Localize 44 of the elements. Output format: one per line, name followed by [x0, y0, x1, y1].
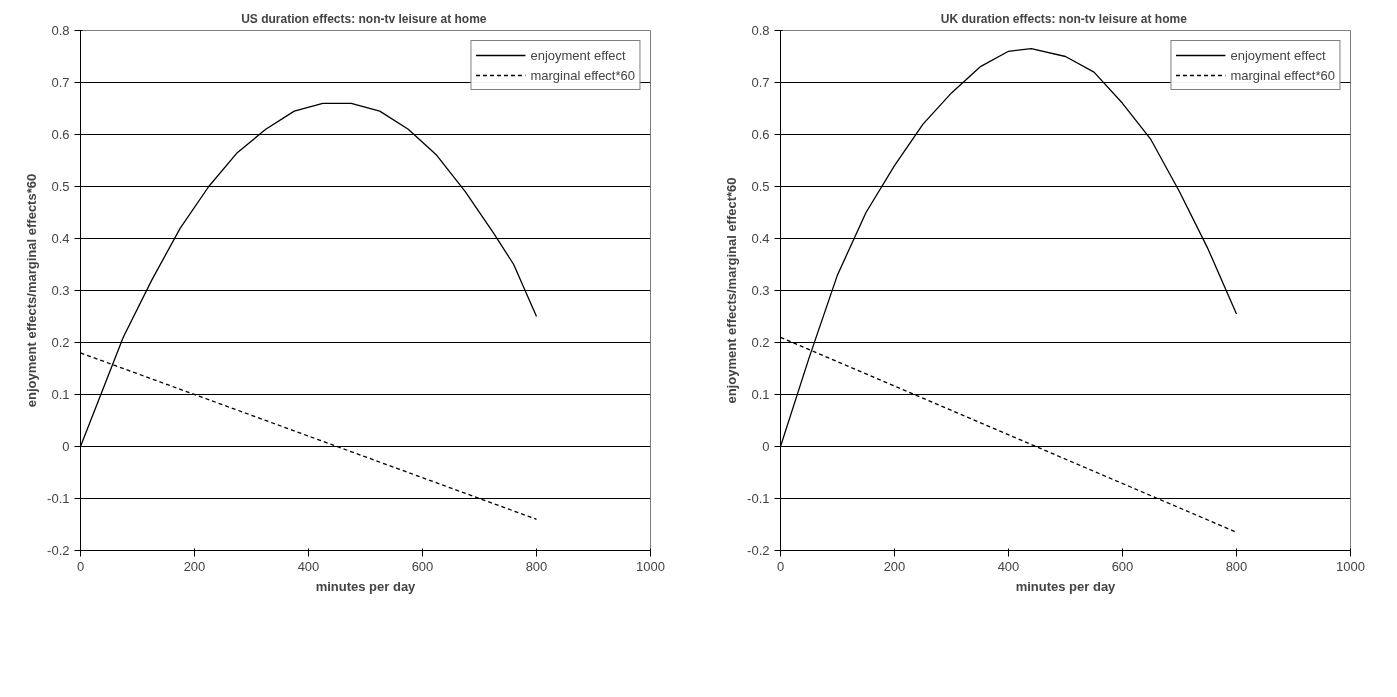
legend-label: enjoyment effect: [530, 47, 626, 63]
y-tick-label: 0.3: [751, 283, 770, 298]
x-tick-label: 600: [411, 558, 434, 574]
x-axis-title: minutes per day: [315, 578, 417, 594]
y-tick-label: 0.7: [51, 75, 70, 90]
y-tick-label: 0.2: [51, 335, 70, 350]
y-tick-label: 0.1: [51, 387, 70, 402]
y-tick-label: 0.2: [751, 335, 770, 350]
y-tick-label: 0: [62, 439, 70, 454]
y-tick-label: 0.4: [751, 231, 770, 246]
y-tick-label: 0.1: [751, 387, 770, 402]
y-tick-label: 0.6: [51, 127, 70, 142]
x-tick-label: 400: [997, 558, 1020, 574]
x-tick-label: 800: [525, 558, 548, 574]
x-tick-label: 0: [76, 558, 85, 574]
x-tick-label: 1000: [1336, 558, 1365, 574]
chart-title: US duration effects: non-tv leisure at home: [241, 11, 487, 26]
x-tick-label: 400: [297, 558, 320, 574]
legend-label: enjoyment effect: [1230, 47, 1326, 63]
y-tick-label: -0.2: [747, 543, 770, 558]
y-tick-label: 0.5: [51, 179, 70, 194]
y-tick-label: 0.3: [51, 283, 70, 298]
y-tick-label: 0: [762, 439, 770, 454]
y-tick-label: 0.4: [51, 231, 70, 246]
y-tick-label: 0.6: [751, 127, 770, 142]
legend-label: marginal effect*60: [1230, 67, 1335, 83]
y-tick-label: 0.5: [751, 179, 770, 194]
x-tick-label: 200: [183, 558, 206, 574]
y-tick-label: -0.2: [47, 543, 70, 558]
y-tick-label: -0.1: [747, 491, 770, 506]
y-axis-title: enjoyment effects/marginal effect*60: [724, 177, 740, 404]
x-tick-label: 200: [883, 558, 906, 574]
y-tick-label: -0.1: [47, 491, 70, 506]
y-tick-label: 0.8: [51, 23, 70, 38]
y-tick-label: 0.8: [751, 23, 770, 38]
x-tick-label: 0: [776, 558, 785, 574]
legend-label: marginal effect*60: [530, 67, 635, 83]
x-tick-label: 800: [1225, 558, 1248, 574]
x-tick-label: 1000: [636, 558, 665, 574]
y-tick-label: 0.7: [751, 75, 770, 90]
chart-title: UK duration effects: non-tv leisure at home: [940, 11, 1188, 26]
x-axis-title: minutes per day: [1015, 578, 1117, 594]
x-tick-label: 600: [1111, 558, 1134, 574]
y-axis-title: enjoyment effects/marginal effects*60: [24, 173, 40, 408]
